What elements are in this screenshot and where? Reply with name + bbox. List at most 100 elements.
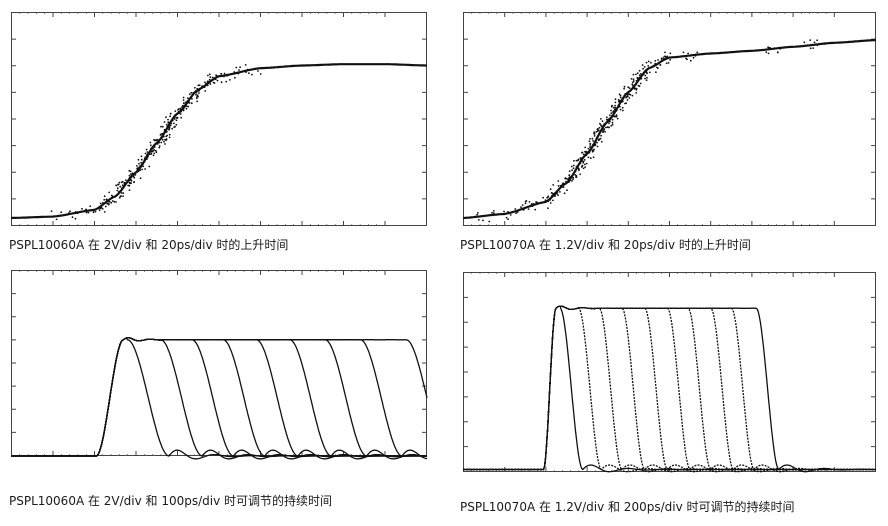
- noise-dot: [568, 170, 571, 173]
- noise-dot: [204, 81, 206, 84]
- noise-dot: [68, 212, 70, 214]
- noise-dot: [582, 161, 585, 164]
- noise-dot: [251, 73, 253, 76]
- noise-dot: [613, 108, 616, 111]
- noise-dot: [561, 186, 563, 189]
- noise-dot: [168, 133, 171, 136]
- noise-dot: [559, 187, 562, 189]
- noise-dot: [89, 205, 92, 208]
- noise-dot: [614, 115, 617, 117]
- noise-dot: [204, 90, 207, 92]
- noise-dot: [203, 86, 206, 88]
- noise-dot: [625, 102, 627, 105]
- noise-dot: [584, 163, 586, 166]
- noise-dot: [100, 206, 103, 209]
- noise-dot: [585, 162, 588, 165]
- noise-dot: [549, 198, 551, 201]
- noise-dot: [205, 82, 207, 85]
- noise-dot: [190, 102, 193, 105]
- noise-dot: [582, 153, 585, 156]
- noise-dot: [644, 70, 647, 73]
- noise-dot: [117, 183, 120, 186]
- noise-dot: [158, 145, 161, 147]
- noise-dot: [571, 169, 573, 172]
- noise-dot: [260, 67, 263, 70]
- noise-dot: [491, 211, 493, 214]
- duration-chart-10060a: [11, 270, 428, 460]
- noise-dot: [160, 141, 163, 144]
- noise-dot: [521, 204, 524, 207]
- noise-dot: [183, 106, 186, 108]
- noise-dot: [562, 182, 565, 185]
- noise-dot: [108, 191, 111, 194]
- noise-dot: [559, 184, 562, 187]
- noise-dot: [653, 64, 656, 67]
- noise-dot: [522, 208, 525, 211]
- noise-dot: [589, 142, 592, 145]
- tick-marks: [463, 272, 876, 472]
- noise-dot: [223, 75, 225, 78]
- noise-dot: [601, 120, 604, 123]
- noise-dot: [611, 121, 614, 124]
- noise-dot: [140, 161, 143, 164]
- noise-dot: [509, 214, 512, 216]
- noise-dot: [578, 169, 580, 172]
- noise-dot: [565, 180, 567, 183]
- noise-dot: [138, 166, 140, 169]
- noise-dot: [599, 130, 602, 133]
- pulse-trace: [11, 337, 427, 460]
- noise-dot: [618, 93, 621, 96]
- noise-dot: [152, 149, 155, 152]
- noise-dot: [74, 211, 77, 213]
- noise-dot: [813, 41, 816, 44]
- noise-dot: [656, 62, 659, 65]
- noise-dot: [682, 51, 685, 54]
- noise-dot: [149, 141, 152, 144]
- noise-dot: [146, 151, 149, 153]
- noise-dot: [556, 192, 558, 195]
- noise-dot: [237, 72, 240, 75]
- noise-dot: [118, 190, 120, 193]
- noise-dot: [138, 162, 140, 165]
- noise-dot: [244, 64, 247, 66]
- noise-dot: [143, 160, 146, 163]
- noise-dot: [81, 207, 83, 210]
- noise-dot: [514, 208, 517, 210]
- noise-dot: [619, 94, 622, 97]
- noise-dot: [525, 200, 528, 202]
- noise-dot: [542, 196, 544, 199]
- noise-dot: [610, 109, 612, 112]
- noise-dot: [488, 220, 491, 223]
- noise-dot: [609, 117, 612, 120]
- noise-dot: [614, 104, 616, 107]
- noise-dot: [642, 67, 644, 70]
- noise-dot: [564, 177, 567, 180]
- noise-dot: [185, 105, 188, 107]
- noise-dot: [141, 168, 144, 171]
- noise-dot: [209, 76, 212, 79]
- noise-dot: [626, 99, 629, 101]
- noise-dot: [196, 90, 199, 92]
- noise-dot: [146, 153, 149, 156]
- noise-dot: [535, 201, 538, 204]
- noise-dot: [106, 202, 109, 205]
- noise-dot: [69, 210, 71, 213]
- noise-dot: [610, 125, 613, 127]
- noise-dot: [585, 154, 588, 157]
- noise-dot: [149, 150, 152, 153]
- noise-dot: [600, 118, 602, 120]
- caption-10070a-duration: PSPL10070A 在 1.2V/div 和 200ps/div 时可调节的持…: [460, 500, 795, 514]
- noise-dot: [603, 128, 606, 131]
- noise-dot: [98, 207, 100, 210]
- noise-dot: [208, 73, 211, 76]
- noise-dot: [198, 87, 201, 90]
- noise-dot: [125, 179, 127, 182]
- noise-dot: [552, 199, 554, 202]
- noise-dot: [593, 148, 595, 151]
- noise-dot: [779, 48, 782, 50]
- plot-frame: [11, 270, 427, 456]
- noise-dot: [563, 192, 566, 195]
- noise-dot: [178, 112, 181, 115]
- noise-dot: [181, 106, 183, 108]
- noise-dot: [585, 150, 588, 153]
